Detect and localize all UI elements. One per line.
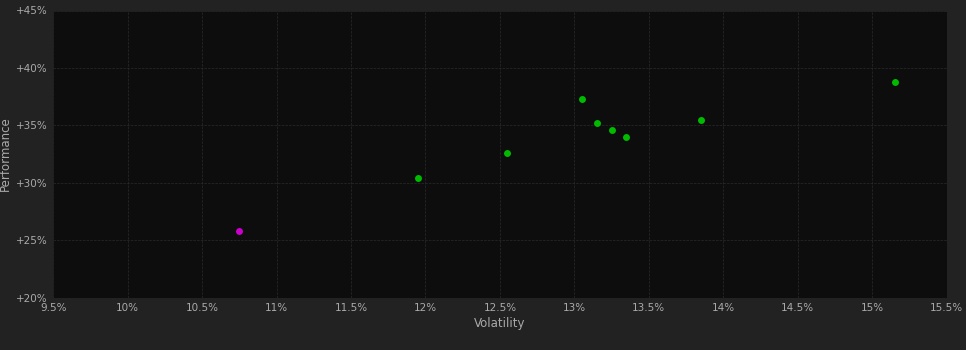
Point <box>411 175 426 181</box>
Point <box>574 96 589 102</box>
Point <box>694 117 709 122</box>
Point <box>232 228 247 234</box>
Point <box>604 127 619 133</box>
Point <box>887 79 902 84</box>
Y-axis label: Performance: Performance <box>0 117 12 191</box>
X-axis label: Volatility: Volatility <box>474 317 526 330</box>
Point <box>619 134 635 140</box>
Point <box>589 120 605 126</box>
Point <box>499 150 515 156</box>
